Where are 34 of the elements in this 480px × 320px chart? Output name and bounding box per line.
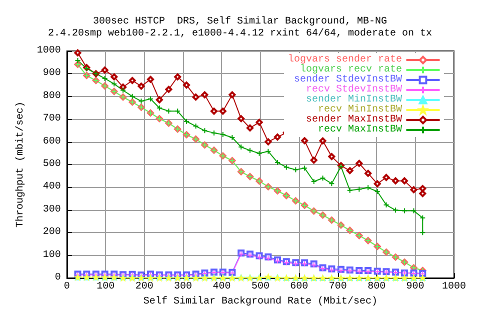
y-tick-label: 600 [42,136,61,148]
x-tick-label: 100 [96,282,115,292]
y-tick-label: 100 [42,250,61,261]
x-tick-label: 300 [174,282,192,292]
x-tick-label: 500 [251,282,270,292]
x-tick-label: 1000 [442,282,466,292]
y-tick-label: 700 [42,114,61,125]
x-tick-label: 200 [135,282,154,292]
y-tick-label: 900 [42,68,61,80]
x-tick-label: 900 [406,282,424,292]
x-axis-title: Self Similar Background Rate (Mbit/sec) [143,295,378,308]
legend-label: sender MinInstBW [306,94,402,106]
legend-label: recv MaxInstBW [318,124,402,136]
legend-label: logvars sender rate [288,54,402,66]
x-tick-label: 800 [368,282,386,292]
y-tick-label: 300 [42,204,61,216]
y-tick-label: 200 [42,227,61,238]
legend-label: logvars recv rate [300,64,402,76]
x-tick-label: 700 [328,282,347,292]
y-tick-label: 400 [42,182,61,193]
x-tick-label: 0 [64,282,70,292]
legend-label: sender MaxInstBW [306,114,402,126]
chart-subtitle: 2.4.20smp web100-2.2.1, e1000-4.4.12 rxint 64/64, moderate on tx [48,28,432,40]
legend-label: sender StdevInstBW [294,74,402,86]
y-tick-label: 1000 [36,46,61,56]
legend-label: recv MinInstBW [318,104,402,116]
x-tick-label: 400 [212,282,231,292]
chart-title: 300sec HSTCP DRS, Self Similar Background, MB-NG [92,16,388,28]
y-tick-label: 800 [42,90,61,102]
y-axis-title: Throughput (mbit/sec) [14,101,26,228]
x-tick-label: 600 [290,282,308,292]
y-tick-label: 500 [42,159,61,170]
y-tick-label: 0 [54,272,61,284]
legend-label: recv StdevInstBW [306,84,402,96]
